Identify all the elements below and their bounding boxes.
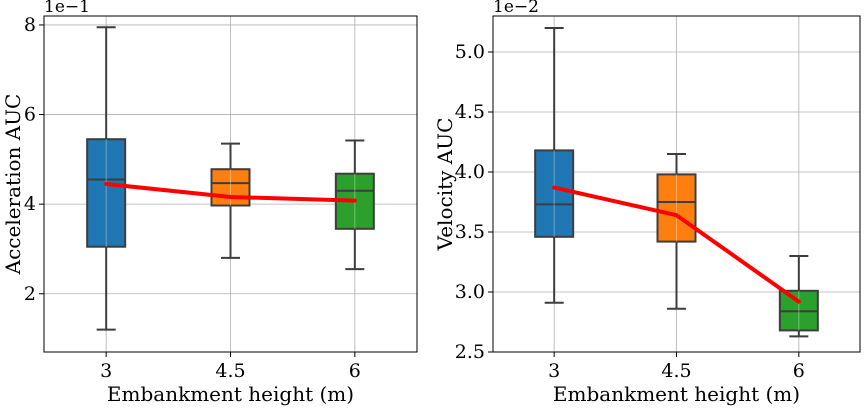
axis-ticks: 2.5 3.0 3.5 4.0 4.5 5.0 3 4.5 6 <box>455 41 805 382</box>
x-tick-label: 3 <box>548 360 560 382</box>
box-4.5 <box>210 142 251 259</box>
box-plots <box>86 26 375 331</box>
box-6 <box>778 255 819 338</box>
acceleration-chart: 2 4 6 8 3 4.5 6 1e−1 Embankment height (m) Acc… <box>1 0 418 406</box>
x-tick-label: 4.5 <box>215 360 245 382</box>
x-tick-label: 6 <box>793 360 805 382</box>
box-3 <box>534 27 575 304</box>
y-tick-label: 8 <box>24 14 36 36</box>
y-offset-label: 1e−1 <box>44 0 90 17</box>
x-tick-label: 6 <box>349 360 361 382</box>
mean-line <box>104 182 357 203</box>
box-3 <box>86 26 127 331</box>
y-tick-label: 4 <box>24 193 36 215</box>
mean-line-group <box>552 185 801 304</box>
box-plots <box>534 27 819 338</box>
x-axis-label: Embankment height (m) <box>553 382 800 406</box>
y-tick-label: 3.0 <box>455 281 485 303</box>
velocity-chart: 2.5 3.0 3.5 4.0 4.5 5.0 3 4.5 6 1e−2 Embankment … <box>433 0 861 406</box>
y-tick-label: 6 <box>24 104 36 126</box>
box-6 <box>334 139 375 271</box>
x-tick-label: 4.5 <box>661 360 691 382</box>
axis-ticks: 2 4 6 8 3 4.5 6 <box>24 14 361 382</box>
y-tick-label: 4.5 <box>455 101 485 123</box>
y-tick-label: 4.0 <box>455 161 485 183</box>
y-tick-label: 3.5 <box>455 221 485 243</box>
x-axis-label: Embankment height (m) <box>107 382 354 406</box>
box-rect <box>534 149 575 238</box>
mean-line-group <box>104 182 357 203</box>
y-axis-label: Acceleration AUC <box>1 94 25 276</box>
y-tick-label: 5.0 <box>455 41 485 63</box>
y-offset-label: 1e−2 <box>493 0 539 17</box>
box-rect <box>210 168 251 207</box>
y-tick-label: 2.5 <box>455 341 485 363</box>
y-axis-label: Velocity AUC <box>433 118 457 252</box>
box-rect <box>86 138 127 248</box>
mean-line <box>552 185 801 304</box>
x-tick-label: 3 <box>100 360 112 382</box>
box-4.5 <box>656 153 697 310</box>
box-rect <box>656 173 697 243</box>
y-tick-label: 2 <box>24 283 36 305</box>
